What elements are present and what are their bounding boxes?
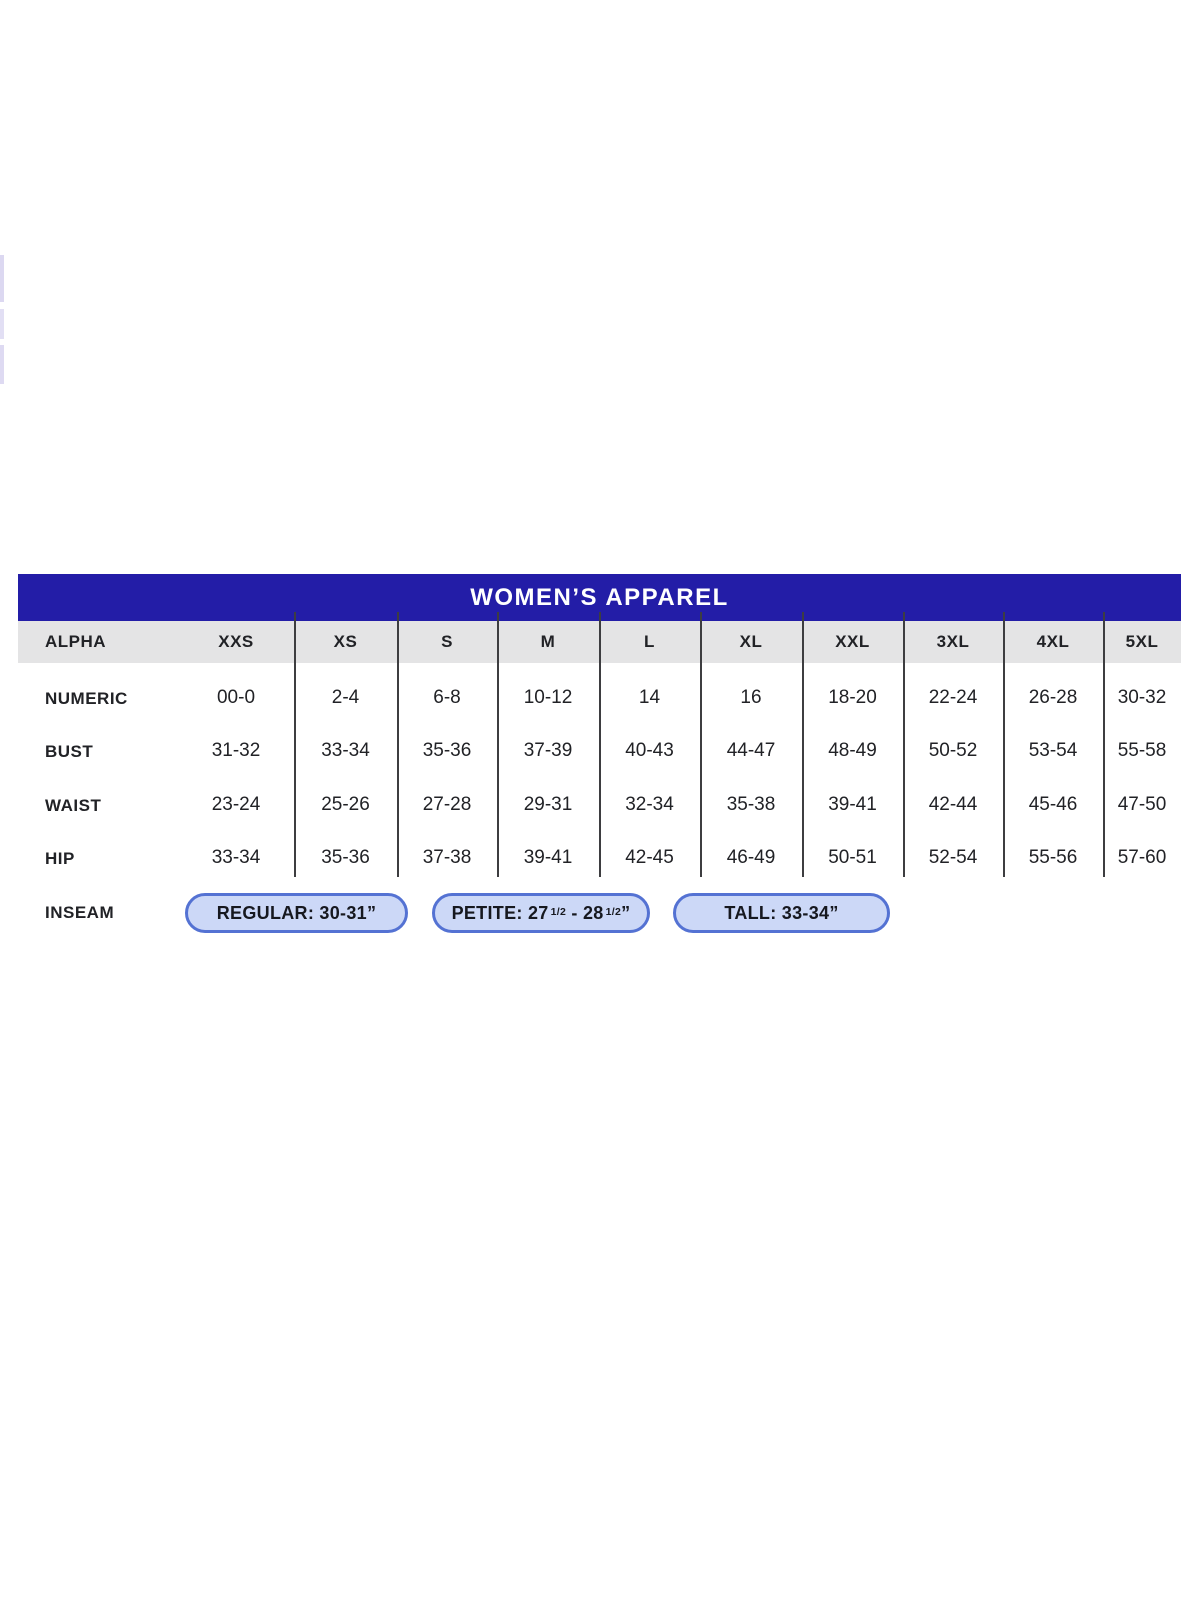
table-cell: 39-41 xyxy=(828,793,877,815)
column-divider xyxy=(497,612,499,877)
row-label: HIP xyxy=(45,849,75,868)
table-cell: 57-60 xyxy=(1117,847,1167,868)
column-divider xyxy=(903,612,905,877)
column-header-xl: XL xyxy=(739,632,763,651)
chart-title: WOMEN’S APPAREL xyxy=(470,583,729,611)
table-cell: 33-34 xyxy=(211,847,261,868)
table-cell: 26-28 xyxy=(1028,686,1078,708)
inseam-petite-frac2: 1/2 xyxy=(605,906,622,918)
column-header-xs: XS xyxy=(333,632,358,651)
table-row-numeric: NUMERIC 00-0 2-4 6-8 10-12 14 16 18-20 2… xyxy=(18,663,1181,717)
inseam-pill-regular: REGULAR: 30-31” xyxy=(185,893,408,933)
table-cell: 55-56 xyxy=(1028,847,1078,868)
table-cell: 53-54 xyxy=(1028,740,1078,761)
column-header-s: S xyxy=(441,632,453,651)
column-divider xyxy=(802,612,804,877)
column-header-xxl: XXL xyxy=(835,632,870,651)
inseam-pill-petite: PETITE: 27 1/2 - 28 1/2” xyxy=(432,893,650,933)
table-cell: 22-24 xyxy=(928,686,978,708)
table-row-hip: HIP 33-34 35-36 37-38 39-41 42-45 46-49 … xyxy=(18,824,1181,878)
table-cell: 46-49 xyxy=(726,847,776,868)
row-label-inseam: INSEAM xyxy=(45,903,115,922)
table-cell: 50-51 xyxy=(828,847,877,868)
table-cell: 00-0 xyxy=(216,686,256,708)
inseam-row: INSEAM REGULAR: 30-31” PETITE: 27 1/2 - 2… xyxy=(18,893,1181,933)
size-chart-table: WOMEN’S APPAREL ALPHA XXS XS S M L XL XX… xyxy=(18,574,1181,933)
table-row-waist: WAIST 23-24 25-26 27-28 29-31 32-34 35-3… xyxy=(18,770,1181,824)
inseam-petite-suffix: ” xyxy=(621,902,631,923)
table-cell: 25-26 xyxy=(321,793,370,815)
row-label: BUST xyxy=(45,742,94,761)
left-edge-artifact xyxy=(0,309,4,339)
table-cell: 50-52 xyxy=(928,740,978,761)
column-header-3xl: 3XL xyxy=(936,632,970,651)
table-cell: 27-28 xyxy=(422,793,472,815)
table-cell: 55-58 xyxy=(1117,740,1167,761)
table-cell: 32-34 xyxy=(625,793,674,815)
table-cell: 35-36 xyxy=(321,847,370,868)
left-edge-artifact xyxy=(0,345,4,384)
table-row-bust: BUST 31-32 33-34 35-36 37-39 40-43 44-47… xyxy=(18,717,1181,771)
table-cell: 37-38 xyxy=(422,847,472,868)
inseam-pill-tall: TALL: 33-34” xyxy=(673,893,890,933)
column-divider xyxy=(1103,612,1105,877)
column-header-xxs: XXS xyxy=(218,632,254,651)
table-cell: 35-36 xyxy=(422,740,472,761)
table-cell: 39-41 xyxy=(523,847,573,868)
column-divider xyxy=(1003,612,1005,877)
column-divider xyxy=(700,612,702,877)
table-cell: 45-46 xyxy=(1028,793,1078,815)
table-cell: 42-44 xyxy=(928,793,978,815)
table-cell: 14 xyxy=(638,686,661,708)
table-cell: 37-39 xyxy=(523,740,573,761)
table-cell: 23-24 xyxy=(211,793,261,815)
left-edge-artifact xyxy=(0,255,4,302)
inseam-petite-mid: - 28 xyxy=(566,902,604,923)
table-cell: 33-34 xyxy=(321,740,370,761)
table-cell: 29-31 xyxy=(523,793,573,815)
table-cell: 52-54 xyxy=(928,847,978,868)
column-header-alpha: ALPHA xyxy=(45,632,107,651)
table-cell: 42-45 xyxy=(625,847,674,868)
row-label: WAIST xyxy=(45,795,102,815)
row-label: NUMERIC xyxy=(45,688,128,708)
table-cell: 6-8 xyxy=(433,686,461,708)
column-header-l: L xyxy=(644,632,655,651)
column-header-5xl: 5XL xyxy=(1125,632,1159,651)
table-cell: 10-12 xyxy=(523,686,573,708)
column-divider xyxy=(397,612,399,877)
column-divider xyxy=(294,612,296,877)
column-header-m: M xyxy=(540,632,556,651)
inseam-petite-prefix: PETITE: 27 xyxy=(451,902,549,923)
table-cell: 31-32 xyxy=(211,740,261,761)
table-cell: 30-32 xyxy=(1117,686,1167,708)
table-cell: 35-38 xyxy=(726,793,776,815)
table-cell: 2-4 xyxy=(331,686,360,708)
table-cell: 48-49 xyxy=(828,740,877,761)
table-cell: 40-43 xyxy=(625,740,674,761)
inseam-regular-text: REGULAR: 30-31” xyxy=(216,902,377,923)
table-cell: 18-20 xyxy=(828,686,877,708)
column-header-4xl: 4XL xyxy=(1036,632,1070,651)
table-cell: 47-50 xyxy=(1117,793,1167,815)
inseam-petite-frac1: 1/2 xyxy=(550,906,567,918)
column-divider xyxy=(599,612,601,877)
table-cell: 16 xyxy=(740,686,762,708)
table-cell: 44-47 xyxy=(726,740,776,761)
inseam-tall-text: TALL: 33-34” xyxy=(724,902,839,923)
